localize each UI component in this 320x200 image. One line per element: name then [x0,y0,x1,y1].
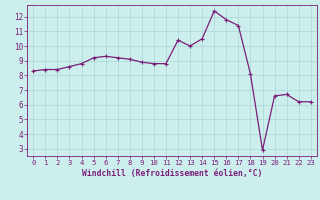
X-axis label: Windchill (Refroidissement éolien,°C): Windchill (Refroidissement éolien,°C) [82,169,262,178]
